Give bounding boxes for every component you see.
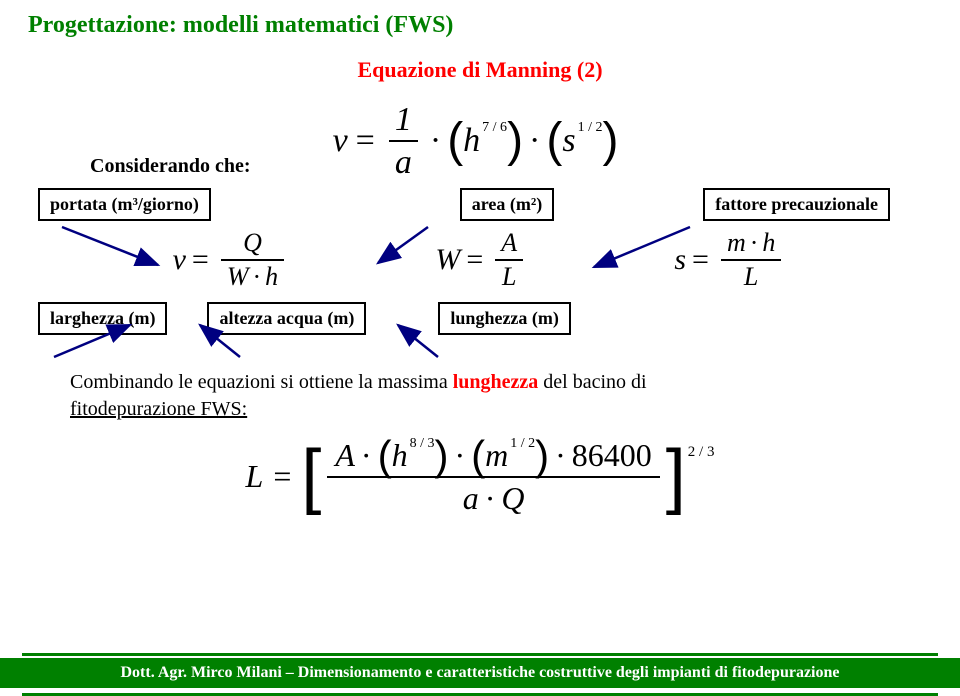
frac-final: A · ( h 8 / 3 ) · ( m 1 / 2 ) · 86400 a·…: [327, 437, 659, 517]
row-main-equation: Considerando che: v = 1 a · ( h 7 / 6 ) …: [60, 101, 900, 182]
num-A: A: [495, 229, 523, 258]
dot-op-2: ·: [529, 122, 540, 160]
equation-final: L = [ A · ( h 8 / 3 ) · ( m 1 / 2 ) · 86…: [60, 437, 900, 517]
box-water-height: altezza acqua (m): [207, 302, 366, 335]
box-flow-rate: portata (m³/giorno): [38, 188, 211, 221]
num-Q: Q: [237, 229, 268, 258]
term-h: h: [463, 122, 480, 160]
text-underline: fitodepurazione FWS:: [70, 398, 247, 420]
v-lhs: v: [173, 243, 186, 277]
final-denominator: a·Q: [455, 478, 533, 517]
box-precaution: fattore precauzionale: [703, 188, 890, 221]
bracket-l: [: [301, 446, 321, 507]
final-numerator: A · ( h 8 / 3 ) · ( m 1 / 2 ) · 86400: [327, 437, 659, 476]
row-boxes-bottom: larghezza (m) altezza acqua (m) lunghezz…: [60, 302, 900, 335]
frac-mh-L: m·h L: [721, 229, 781, 292]
row-boxes-top: portata (m³/giorno) area (m²) fattore pr…: [60, 188, 900, 221]
subtitle: Equazione di Manning (2): [60, 57, 900, 83]
equation-main: v = 1 a · ( h 7 / 6 ) · ( s 1 / 2 ): [333, 101, 619, 182]
row-three-equations: v = Q W·h W = A L s = m·: [60, 229, 900, 292]
combined-text: Combinando le equazioni si ottiene la ma…: [70, 369, 900, 423]
exponent-s: 1 / 2: [578, 120, 603, 136]
content-region: Equazione di Manning (2) Considerando ch…: [0, 47, 960, 517]
considering-label: Considerando che:: [90, 155, 251, 178]
dot-op: ·: [430, 122, 441, 160]
paren-r-2: ): [602, 122, 618, 160]
paren-l-1: (: [447, 122, 463, 160]
eq-v: v = Q W·h: [173, 229, 291, 292]
exponent-h: 7 / 6: [482, 120, 507, 136]
frac-Q-Wh: Q W·h: [221, 229, 284, 292]
den-L2: L: [738, 263, 764, 292]
bracket-r: ]: [666, 446, 686, 507]
text-mid: del bacino di: [538, 371, 646, 393]
eq-lhs-v: v: [333, 122, 348, 160]
eq-s: s = m·h L: [674, 229, 787, 292]
W-lhs: W: [435, 243, 460, 277]
frac-A-L: A L: [495, 229, 523, 292]
den-a: a: [389, 144, 418, 181]
page-title: Progettazione: modelli matematici (FWS): [0, 0, 960, 47]
paren-l-2: (: [546, 122, 562, 160]
L-lhs: L: [246, 458, 264, 495]
footer-bar: Dott. Agr. Mirco Milani – Dimensionament…: [0, 658, 960, 688]
num-1: 1: [389, 101, 418, 138]
eq-W: W = A L: [435, 229, 529, 292]
box-area: area (m²): [460, 188, 555, 221]
text-highlight: lunghezza: [453, 371, 539, 393]
outer-exponent: 2 / 3: [688, 444, 715, 461]
paren-r-1: ): [507, 122, 523, 160]
den-L: L: [496, 263, 522, 292]
box-length: lunghezza (m): [438, 302, 570, 335]
term-s: s: [562, 122, 575, 160]
box-width: larghezza (m): [38, 302, 167, 335]
den-Wh: W·h: [221, 263, 284, 292]
num-mh: m·h: [721, 229, 781, 258]
s-lhs: s: [674, 243, 686, 277]
frac-1-over-a: 1 a: [389, 101, 418, 182]
eq-equals: =: [356, 122, 375, 160]
text-prefix: Combinando le equazioni si ottiene la ma…: [70, 371, 453, 393]
footer-line-top: [22, 653, 938, 656]
